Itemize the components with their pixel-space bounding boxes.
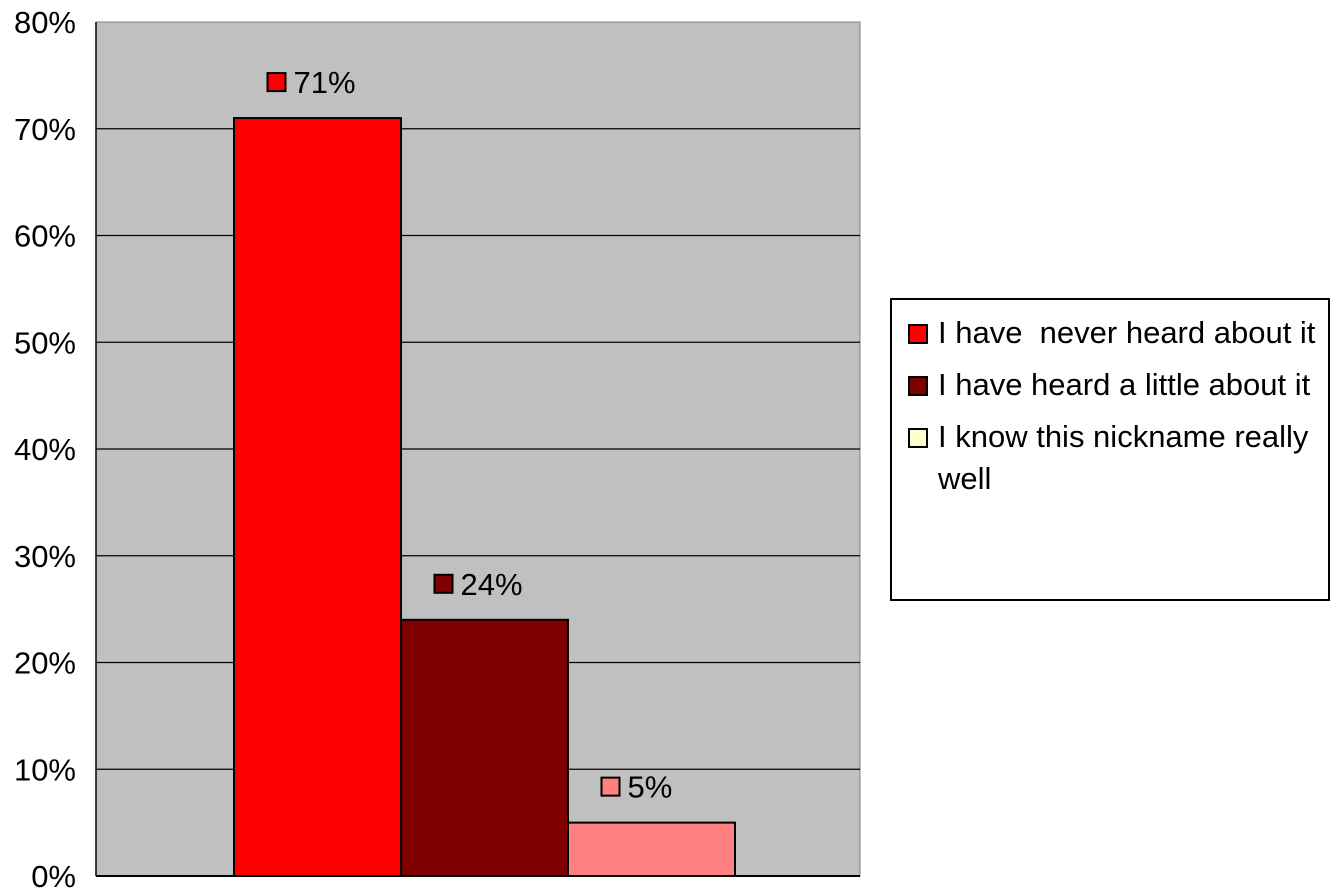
y-axis-tick-labels: 0% 10% 20% 30% 40% 50% 60% 70% 80%	[14, 5, 76, 894]
data-label-key	[266, 72, 287, 93]
bar	[233, 117, 402, 877]
y-tick-label: 50%	[14, 325, 76, 360]
bar	[400, 618, 569, 877]
data-labels: 71% 24% 5%	[266, 65, 673, 805]
legend-label-never-heard: I have never heard about it	[938, 315, 1316, 350]
bar	[567, 821, 736, 877]
legend-swatch-heard-little	[908, 376, 928, 396]
y-tick-label: 10%	[14, 752, 76, 787]
bars	[233, 117, 736, 877]
legend-label-know-well: I know this nickname really well	[938, 419, 1318, 496]
y-tick-label: 40%	[14, 432, 76, 467]
data-label-key	[600, 776, 621, 797]
legend-item-know-well: I know this nickname really well	[904, 416, 1318, 500]
legend-item-never-heard: I have never heard about it	[904, 312, 1318, 354]
data-label: 71%	[294, 65, 356, 100]
legend: I have never heard about it I have heard…	[890, 298, 1330, 601]
data-label: 24%	[461, 567, 523, 602]
data-label-key	[433, 573, 454, 594]
legend-swatch-know-well	[908, 428, 928, 448]
y-tick-label: 60%	[14, 219, 76, 254]
data-label: 5%	[628, 770, 673, 805]
y-tick-label: 30%	[14, 539, 76, 574]
gridlines	[95, 22, 860, 877]
legend-label-heard-little: I have heard a little about it	[938, 367, 1311, 402]
y-tick-label: 70%	[14, 112, 76, 147]
legend-swatch-never-heard	[908, 324, 928, 344]
legend-item-heard-little: I have heard a little about it	[904, 364, 1318, 406]
y-tick-label: 0%	[31, 859, 76, 894]
y-tick-label: 20%	[14, 646, 76, 681]
y-tick-label: 80%	[14, 5, 76, 40]
